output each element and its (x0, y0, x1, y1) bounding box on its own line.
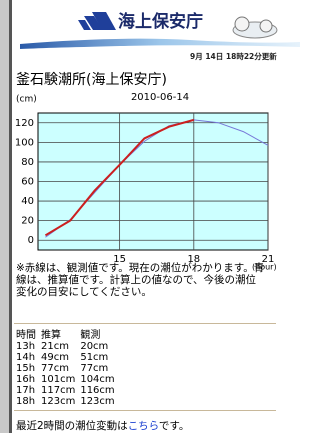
separator (14, 410, 276, 411)
chart-date: 2010-06-14 (131, 92, 189, 103)
table-cell: 21cm (41, 341, 80, 352)
table-cell: 116cm (80, 385, 119, 396)
table-cell: 16h (16, 374, 41, 385)
table-cell: 117cm (41, 385, 80, 396)
footer-text: です。 (159, 420, 189, 432)
note: ※赤線は、観測値です。現在の潮位がわかります。青線は、推算値です。計算上の値なの… (16, 262, 266, 298)
table-cell: 14h (16, 352, 41, 363)
footer-text: 最近2時間の潮位変動は (16, 420, 128, 432)
table-cell: 推算 (41, 330, 80, 341)
separator (14, 323, 276, 324)
left-frame (0, 0, 9, 433)
table-cell: 101cm (41, 374, 80, 385)
table-cell: 15h (16, 363, 41, 374)
table-cell: 49cm (41, 352, 80, 363)
header-wave (20, 39, 300, 49)
left-border (9, 0, 12, 433)
table-cell: 123cm (80, 396, 119, 407)
table-cell: 77cm (41, 363, 80, 374)
table-cell: 20cm (80, 341, 119, 352)
table-cell: 77cm (80, 363, 119, 374)
y-tick-label: 80 (21, 157, 34, 168)
updated-time: 9月 14日 18時22分更新 (190, 51, 277, 61)
table-cell: 13h (16, 341, 41, 352)
table-cell: 時間 (16, 330, 41, 341)
table-header: 時間推算観測 (16, 330, 120, 341)
y-tick-label: 60 (21, 177, 34, 188)
table-cell: 17h (16, 385, 41, 396)
table-cell: 123cm (41, 396, 80, 407)
page: 海上保安庁 9月 14日 18時22分更新 釜石験潮所(海上保安庁) (cm) … (0, 0, 308, 433)
logo (78, 12, 116, 30)
table-cell: 104cm (80, 374, 119, 385)
table-cell: 観測 (80, 330, 119, 341)
y-tick-label: 100 (15, 137, 34, 148)
table-cell: 51cm (80, 352, 119, 363)
footer: 最近2時間の潮位変動はこちらです。 (16, 418, 189, 433)
y-tick-label: 0 (28, 235, 34, 246)
y-tick-label: 120 (15, 118, 34, 129)
y-tick-label: 40 (21, 196, 34, 207)
station-title: 釜石験潮所(海上保安庁) (16, 72, 167, 88)
footer-link[interactable]: こちら (128, 420, 159, 432)
y-unit-label: (cm) (16, 95, 37, 105)
seal-illustration (233, 17, 277, 38)
logo-text: 海上保安庁 (118, 11, 203, 32)
table-cell: 18h (16, 396, 41, 407)
y-tick-label: 20 (21, 216, 34, 227)
